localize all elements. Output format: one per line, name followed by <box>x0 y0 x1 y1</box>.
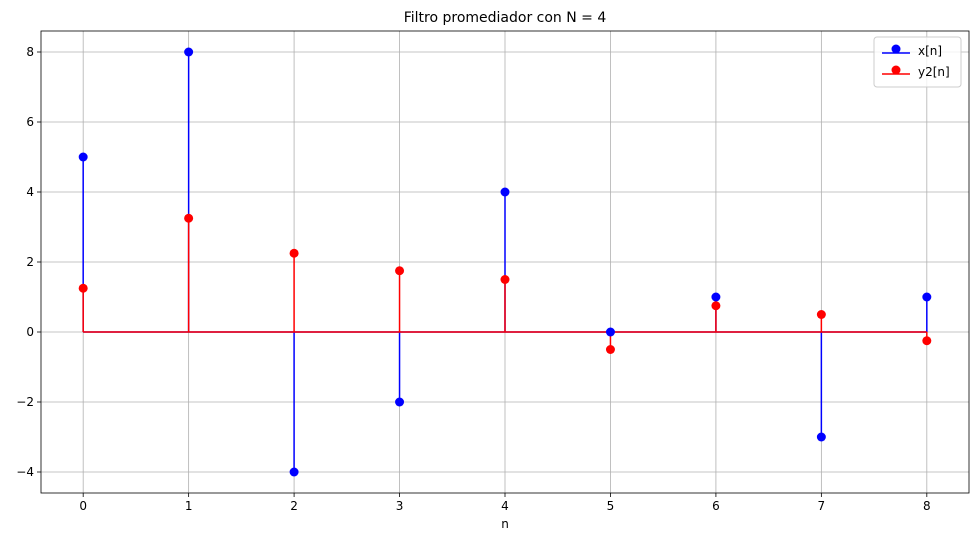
y-tick-label: 6 <box>26 115 34 129</box>
marker-series-1 <box>289 248 299 258</box>
marker-series-1 <box>605 345 615 354</box>
marker-series-0 <box>816 432 826 442</box>
legend-marker-series-1 <box>891 65 901 75</box>
x-tick-label: 6 <box>712 499 720 513</box>
ticks: 0 1 2 3 4 5 6 7 8 −4 −2 0 2 4 6 8 <box>16 45 930 513</box>
y-tick-label: −4 <box>16 465 34 479</box>
marker-series-0 <box>78 152 88 162</box>
marker-series-1 <box>711 301 721 311</box>
legend-label-series-1: y2[n] <box>918 65 950 79</box>
marker-series-0 <box>395 397 405 407</box>
y-tick-label: −2 <box>16 395 34 409</box>
marker-series-1 <box>500 275 510 284</box>
marker-series-0 <box>184 47 194 57</box>
x-tick-label: 2 <box>290 499 298 513</box>
x-tick-label: 1 <box>185 499 193 513</box>
marker-series-1 <box>78 283 88 293</box>
x-tick-label: 0 <box>79 499 87 513</box>
y-tick-label: 2 <box>26 255 34 269</box>
marker-series-1 <box>184 213 194 223</box>
marker-series-1 <box>816 310 826 319</box>
legend: x[n] y2[n] <box>873 36 962 88</box>
marker-series-1 <box>395 266 405 276</box>
legend-label-series-0: x[n] <box>918 44 942 58</box>
markers <box>78 47 932 477</box>
marker-series-0 <box>500 187 510 197</box>
x-tick-label: 3 <box>396 499 404 513</box>
x-tick-label: 8 <box>923 499 931 513</box>
marker-series-0 <box>289 467 299 477</box>
x-tick-label: 4 <box>501 499 509 513</box>
marker-series-0 <box>711 292 721 302</box>
x-tick-label: 7 <box>818 499 826 513</box>
marker-series-1 <box>922 336 932 346</box>
y-tick-label: 8 <box>26 45 34 59</box>
marker-series-0 <box>922 292 932 302</box>
x-axis-label: n <box>501 517 509 531</box>
chart-title: Filtro promediador con N = 4 <box>404 10 607 26</box>
y-tick-label: 4 <box>26 185 34 199</box>
y-tick-label: 0 <box>26 325 34 339</box>
x-tick-label: 5 <box>607 499 615 513</box>
marker-series-0 <box>605 327 615 337</box>
legend-marker-series-0 <box>891 44 901 54</box>
